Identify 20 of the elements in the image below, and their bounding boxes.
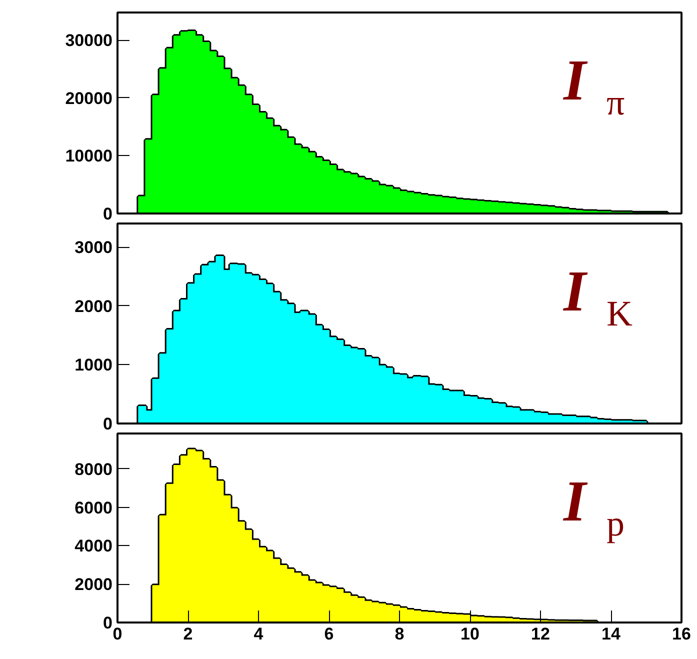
y-tick-label: 6000: [74, 498, 113, 518]
y-tick-label: 20000: [65, 88, 113, 108]
y-tick-label: 0: [103, 414, 113, 434]
y-tick-label: 4000: [74, 536, 113, 556]
y-tick-label: 10000: [65, 146, 113, 166]
x-tick-label: 4: [254, 624, 264, 644]
x-tick-label: 2: [183, 624, 193, 644]
y-tick-label: 2000: [74, 296, 113, 316]
y-tick-label: 0: [103, 204, 113, 224]
x-tick-label: 14: [602, 624, 621, 644]
y-tick-label: 1000: [74, 356, 113, 375]
x-tick-label: 8: [394, 624, 404, 644]
y-tick-label: 3000: [74, 238, 113, 258]
x-tick-label: 10: [460, 624, 480, 644]
y-tick-label: 2000: [74, 575, 113, 594]
y-tick-label: 8000: [74, 460, 113, 479]
x-tick-label: 6: [324, 624, 334, 644]
y-tick-label: 30000: [65, 31, 113, 50]
x-tick-label: 16: [672, 624, 691, 644]
x-tick-label: 12: [531, 624, 550, 644]
